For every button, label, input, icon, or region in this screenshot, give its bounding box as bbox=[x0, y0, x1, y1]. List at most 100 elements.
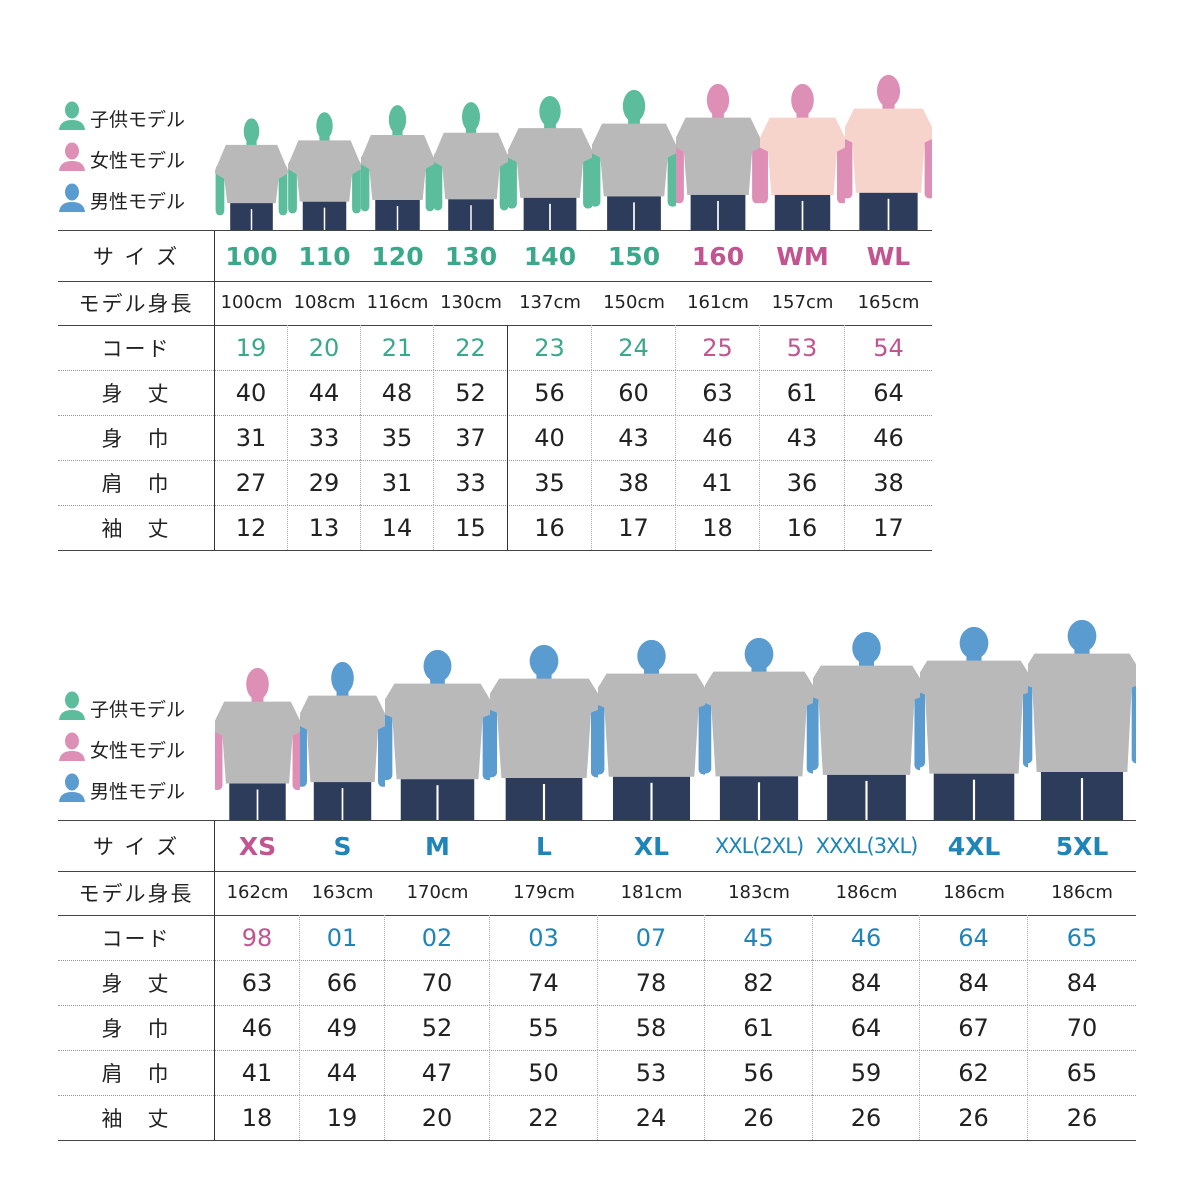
model-head bbox=[622, 89, 646, 123]
cell-shoulder: 50 bbox=[490, 1050, 598, 1095]
model-tshirt bbox=[589, 673, 714, 777]
product-code: 02 bbox=[385, 915, 490, 960]
product-code: 21 bbox=[361, 325, 434, 370]
cell-shoulder: 53 bbox=[598, 1050, 705, 1095]
row-label-body-width: 身 巾 bbox=[58, 415, 215, 460]
model-legend: 子供モデル 女性モデル 男性モデル bbox=[58, 98, 185, 221]
cell-sleeve: 26 bbox=[1066, 1103, 1098, 1132]
model-arm bbox=[499, 152, 509, 211]
model-arm bbox=[673, 137, 684, 204]
row-height: モデル身長 100cm 108cm 116cm 130cm 137cm 150cm 161cm… bbox=[58, 280, 932, 326]
cell-shoulder: 27 bbox=[215, 460, 288, 505]
row-label-body-length: 身 丈 bbox=[58, 370, 215, 415]
cell-body-width: 46 bbox=[873, 423, 904, 452]
cell-body-width: 61 bbox=[705, 1005, 813, 1050]
model-tshirt bbox=[840, 108, 937, 193]
cell-body-width: 46 bbox=[215, 1005, 300, 1050]
kids-model-icon bbox=[58, 101, 90, 136]
model-figure-XXXL(3XL) bbox=[803, 631, 930, 826]
model-head bbox=[529, 644, 559, 678]
model-arm bbox=[583, 148, 594, 209]
cell-body-width: 52 bbox=[385, 1005, 490, 1050]
row-size: サ イ ズ 100 110 120 130 140 150 160 WM WL bbox=[58, 230, 932, 282]
model-head bbox=[462, 102, 480, 132]
legend-label: 子供モデル bbox=[90, 109, 186, 131]
cell-body-width: 43 bbox=[760, 415, 845, 460]
cell-height: 186cm bbox=[1051, 882, 1113, 903]
cell-sleeve: 24 bbox=[598, 1095, 705, 1140]
cell-body-width: 35 bbox=[361, 415, 434, 460]
model-tshirt bbox=[481, 678, 607, 778]
cell-height: 170cm bbox=[406, 882, 469, 903]
model-tshirt bbox=[588, 123, 680, 197]
size-label: WL bbox=[866, 241, 911, 271]
size-label: XXXL(3XL) bbox=[815, 834, 919, 858]
row-height: モデル身長 162cm 163cm 170cm 179cm 181cm 183cm 186cm… bbox=[58, 870, 1136, 916]
model-figure-150 bbox=[588, 89, 680, 236]
cell-sleeve: 13 bbox=[288, 505, 361, 550]
model-head bbox=[791, 83, 814, 117]
size-label: XS bbox=[238, 831, 277, 861]
legend-label: 女性モデル bbox=[90, 150, 186, 172]
size-label: 140 bbox=[523, 241, 577, 271]
cell-shoulder: 38 bbox=[873, 468, 904, 497]
model-tshirt bbox=[1017, 653, 1147, 772]
cell-body-length: 84 bbox=[813, 960, 920, 1005]
model-figure-4XL bbox=[909, 626, 1039, 826]
model-figure-S bbox=[295, 661, 390, 826]
row-label-sleeve: 袖 丈 bbox=[58, 1095, 215, 1140]
cell-body-width: 67 bbox=[920, 1005, 1028, 1050]
model-figure-130 bbox=[431, 102, 511, 236]
row-label-size: サ イ ズ bbox=[58, 821, 215, 871]
cell-body-width: 37 bbox=[434, 415, 508, 460]
cell-body-length: 82 bbox=[705, 960, 813, 1005]
cell-body-length: 64 bbox=[873, 378, 904, 407]
cell-height: 163cm bbox=[311, 882, 374, 903]
legend-label: 男性モデル bbox=[90, 781, 186, 803]
model-figure-160 bbox=[672, 83, 764, 236]
model-arm bbox=[360, 155, 370, 212]
cell-body-width: 55 bbox=[490, 1005, 598, 1050]
size-label: XXL(2XL) bbox=[714, 834, 804, 858]
model-arm bbox=[841, 128, 853, 199]
cell-shoulder: 41 bbox=[215, 1050, 300, 1095]
cell-sleeve: 20 bbox=[385, 1095, 490, 1140]
cell-sleeve: 12 bbox=[215, 505, 288, 550]
model-figure-110 bbox=[286, 112, 363, 236]
row-code: コード 19 20 21 22 23 24 25 53 54 bbox=[58, 325, 932, 371]
cell-body-width: 31 bbox=[215, 415, 288, 460]
cell-body-width: 70 bbox=[1066, 1013, 1098, 1042]
model-head bbox=[539, 95, 561, 127]
size-label: 4XL bbox=[947, 831, 1001, 861]
row-label-shoulder: 肩 巾 bbox=[58, 460, 215, 505]
model-head bbox=[637, 639, 666, 673]
cell-height: 157cm bbox=[771, 292, 834, 313]
model-arm bbox=[212, 721, 223, 790]
size-label: L bbox=[536, 831, 552, 861]
product-code: 20 bbox=[288, 325, 361, 370]
cell-height: 179cm bbox=[513, 882, 575, 903]
cell-body-length: 44 bbox=[288, 370, 361, 415]
row-body-width: 身 巾 46 49 52 55 58 61 64 67 70 bbox=[58, 1005, 1136, 1051]
model-figure-L bbox=[481, 644, 607, 826]
size-label: 150 bbox=[607, 241, 661, 271]
cell-sleeve: 26 bbox=[920, 1095, 1028, 1140]
cell-shoulder: 35 bbox=[508, 460, 592, 505]
cell-body-length: 56 bbox=[508, 370, 592, 415]
cell-sleeve: 22 bbox=[490, 1095, 598, 1140]
product-code: 22 bbox=[434, 325, 508, 370]
row-shoulder: 肩 巾 41 44 47 50 53 56 59 62 65 bbox=[58, 1050, 1136, 1096]
size-label: WM bbox=[776, 241, 829, 271]
size-label: 120 bbox=[371, 241, 424, 271]
cell-body-length: 48 bbox=[361, 370, 434, 415]
cell-body-length: 61 bbox=[760, 370, 845, 415]
cell-body-length: 70 bbox=[385, 960, 490, 1005]
model-tshirt bbox=[756, 117, 849, 195]
men-model-icon bbox=[58, 773, 90, 808]
cell-height: 130cm bbox=[440, 292, 502, 313]
model-figure-140 bbox=[505, 95, 595, 236]
product-code: 03 bbox=[490, 915, 598, 960]
women-model-icon bbox=[58, 732, 90, 767]
model-arm bbox=[288, 160, 297, 214]
size-label: 5XL bbox=[1055, 831, 1109, 861]
